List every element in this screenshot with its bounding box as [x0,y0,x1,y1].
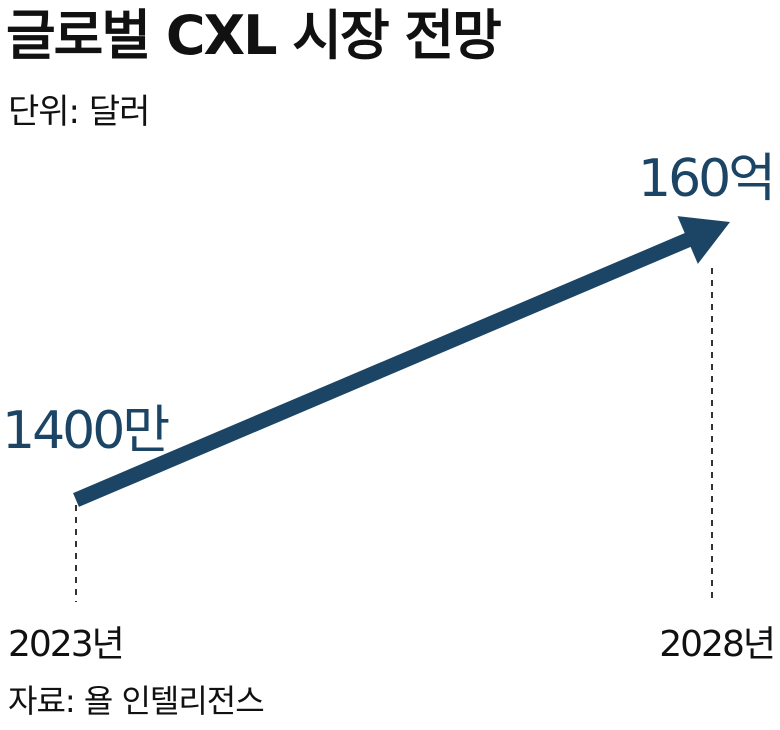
trend-arrow-shaft [73,232,693,507]
data-label-end: 160억 [638,149,773,209]
data-label-start: 1400만 [2,401,169,461]
unit-label: 단위: 달러 [8,92,150,132]
x-tick-label-end: 2028년 [659,624,774,665]
chart-title: 글로벌 CXL 시장 전망 [6,4,502,67]
source-note: 자료: 욜 인텔리전스 [8,682,265,720]
x-tick-label-start: 2023년 [8,624,123,665]
trend-arrow-head [677,216,730,264]
